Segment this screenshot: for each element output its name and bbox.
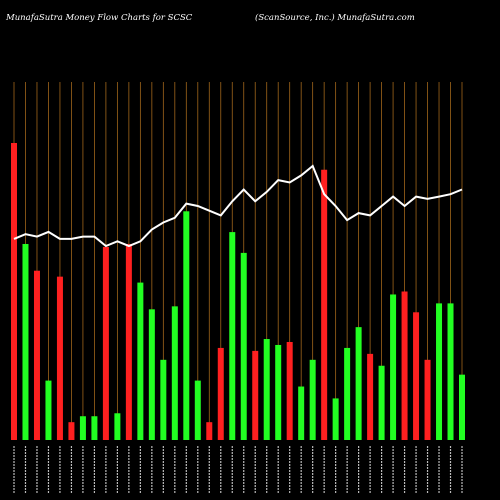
bar-down	[33, 270, 40, 440]
bar-down	[68, 422, 75, 440]
bar-down	[367, 353, 374, 440]
bar-up	[344, 347, 351, 440]
bar-up	[378, 365, 385, 440]
bar-down	[56, 276, 63, 440]
bar-down	[102, 246, 109, 440]
bar-up	[355, 327, 362, 440]
bar-up	[229, 232, 236, 440]
bar-down	[424, 359, 431, 440]
bar-down	[401, 291, 408, 440]
money-flow-line	[13, 164, 463, 248]
bar-up	[137, 282, 144, 440]
bar-up	[45, 380, 52, 440]
bar-up	[91, 416, 98, 440]
bar-down	[413, 312, 420, 440]
bar-up	[171, 306, 178, 440]
bars	[11, 143, 465, 441]
bar-up	[114, 413, 121, 440]
bar-up	[332, 398, 339, 440]
bar-down	[11, 143, 17, 440]
bar-up	[436, 303, 443, 440]
bar-up	[79, 416, 86, 440]
chart-title: MunafaSutra Money Flow Charts for SCSC	[5, 13, 193, 23]
bar-up	[309, 359, 316, 440]
bar-up	[183, 211, 190, 440]
chart-subtitle: (ScanSource, Inc.) MunafaSutra.com	[255, 12, 415, 23]
bar-down	[286, 341, 293, 440]
bar-up	[22, 243, 29, 440]
bar-up	[148, 309, 155, 440]
bar-up	[459, 374, 465, 440]
bar-down	[321, 169, 328, 441]
bar-down	[206, 422, 213, 440]
x-axis-ticks	[13, 446, 463, 494]
bar-up	[390, 294, 397, 440]
bar-up	[160, 359, 167, 440]
bar-up	[263, 339, 270, 440]
bar-up	[275, 344, 282, 440]
bar-up	[194, 380, 201, 440]
bar-up	[298, 386, 305, 440]
bar-down	[125, 243, 132, 440]
bar-down	[252, 350, 259, 440]
bar-up	[240, 252, 247, 440]
bar-down	[217, 347, 224, 440]
bar-up	[447, 303, 454, 440]
